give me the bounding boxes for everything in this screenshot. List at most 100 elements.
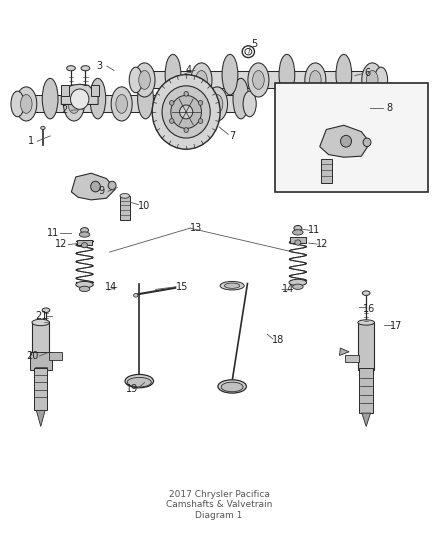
Ellipse shape bbox=[196, 70, 207, 90]
Text: 14: 14 bbox=[282, 285, 294, 294]
Ellipse shape bbox=[225, 283, 240, 288]
Polygon shape bbox=[71, 173, 115, 200]
Ellipse shape bbox=[293, 230, 303, 235]
Text: 6: 6 bbox=[364, 68, 370, 78]
Text: 17: 17 bbox=[390, 321, 403, 330]
Ellipse shape bbox=[71, 89, 89, 109]
Ellipse shape bbox=[243, 91, 256, 117]
Ellipse shape bbox=[170, 118, 174, 124]
Ellipse shape bbox=[294, 225, 302, 231]
Text: 11: 11 bbox=[308, 225, 321, 235]
Ellipse shape bbox=[171, 95, 201, 128]
Ellipse shape bbox=[218, 379, 246, 393]
Ellipse shape bbox=[367, 70, 378, 90]
Ellipse shape bbox=[127, 377, 151, 387]
Bar bbox=[34, 368, 47, 410]
Ellipse shape bbox=[253, 70, 264, 90]
Bar bbox=[359, 368, 373, 413]
Ellipse shape bbox=[134, 63, 155, 97]
Ellipse shape bbox=[289, 279, 307, 286]
Ellipse shape bbox=[358, 320, 374, 325]
Bar bbox=[32, 322, 49, 354]
Bar bbox=[120, 196, 130, 220]
Bar bbox=[61, 85, 69, 96]
Ellipse shape bbox=[191, 63, 212, 97]
Ellipse shape bbox=[221, 382, 243, 392]
Ellipse shape bbox=[170, 100, 174, 106]
Text: 14: 14 bbox=[105, 282, 117, 292]
Text: 13: 13 bbox=[190, 223, 202, 233]
Ellipse shape bbox=[198, 118, 203, 124]
Ellipse shape bbox=[79, 286, 90, 292]
Text: 9: 9 bbox=[99, 187, 105, 196]
Ellipse shape bbox=[11, 91, 24, 117]
Ellipse shape bbox=[16, 87, 37, 121]
Ellipse shape bbox=[233, 78, 249, 119]
Ellipse shape bbox=[67, 66, 75, 71]
Ellipse shape bbox=[116, 94, 127, 114]
Text: 21: 21 bbox=[35, 311, 48, 320]
Ellipse shape bbox=[64, 87, 85, 121]
Text: 5: 5 bbox=[251, 39, 257, 49]
Ellipse shape bbox=[32, 319, 49, 326]
Ellipse shape bbox=[207, 87, 228, 121]
Bar bbox=[275, 83, 428, 192]
Ellipse shape bbox=[81, 228, 88, 233]
Ellipse shape bbox=[68, 94, 80, 114]
Bar bbox=[77, 240, 92, 245]
Ellipse shape bbox=[108, 181, 116, 190]
Text: 11: 11 bbox=[47, 228, 60, 238]
Text: 3: 3 bbox=[97, 61, 103, 71]
Ellipse shape bbox=[129, 67, 142, 93]
Ellipse shape bbox=[279, 54, 295, 95]
Ellipse shape bbox=[336, 54, 352, 95]
Text: 12: 12 bbox=[55, 239, 67, 249]
Text: 1: 1 bbox=[28, 136, 34, 146]
Ellipse shape bbox=[21, 94, 32, 114]
Ellipse shape bbox=[159, 87, 180, 121]
Polygon shape bbox=[362, 413, 371, 426]
Ellipse shape bbox=[305, 63, 326, 97]
Ellipse shape bbox=[165, 54, 181, 95]
Ellipse shape bbox=[341, 135, 352, 147]
Bar bbox=[290, 237, 306, 243]
Polygon shape bbox=[339, 348, 349, 356]
Ellipse shape bbox=[310, 70, 321, 90]
Ellipse shape bbox=[185, 78, 201, 119]
Ellipse shape bbox=[184, 92, 188, 96]
Bar bbox=[30, 352, 52, 370]
Ellipse shape bbox=[162, 86, 210, 138]
Ellipse shape bbox=[374, 67, 388, 93]
Text: 12: 12 bbox=[316, 239, 328, 249]
Ellipse shape bbox=[42, 78, 58, 119]
Ellipse shape bbox=[120, 193, 130, 198]
Text: 18: 18 bbox=[272, 335, 285, 345]
Ellipse shape bbox=[139, 70, 150, 90]
Ellipse shape bbox=[125, 374, 153, 388]
Ellipse shape bbox=[362, 291, 370, 295]
Polygon shape bbox=[61, 84, 98, 104]
Ellipse shape bbox=[138, 78, 153, 119]
Ellipse shape bbox=[222, 54, 238, 95]
Ellipse shape bbox=[211, 94, 223, 114]
Text: 19: 19 bbox=[126, 384, 138, 394]
Ellipse shape bbox=[90, 78, 106, 119]
Bar bbox=[321, 159, 332, 183]
Ellipse shape bbox=[363, 138, 371, 147]
Ellipse shape bbox=[295, 240, 301, 245]
Ellipse shape bbox=[41, 126, 45, 130]
Bar bbox=[18, 95, 250, 112]
Ellipse shape bbox=[362, 63, 383, 97]
Bar bbox=[358, 322, 374, 370]
Ellipse shape bbox=[111, 87, 132, 121]
Ellipse shape bbox=[42, 308, 50, 312]
Text: 10: 10 bbox=[138, 201, 151, 211]
Text: 2: 2 bbox=[62, 106, 68, 115]
Bar bbox=[49, 352, 62, 360]
Bar bbox=[345, 355, 359, 362]
Polygon shape bbox=[36, 410, 45, 426]
Text: 20: 20 bbox=[27, 351, 39, 361]
Text: 7: 7 bbox=[229, 131, 235, 141]
Ellipse shape bbox=[152, 75, 220, 149]
Polygon shape bbox=[320, 125, 370, 157]
